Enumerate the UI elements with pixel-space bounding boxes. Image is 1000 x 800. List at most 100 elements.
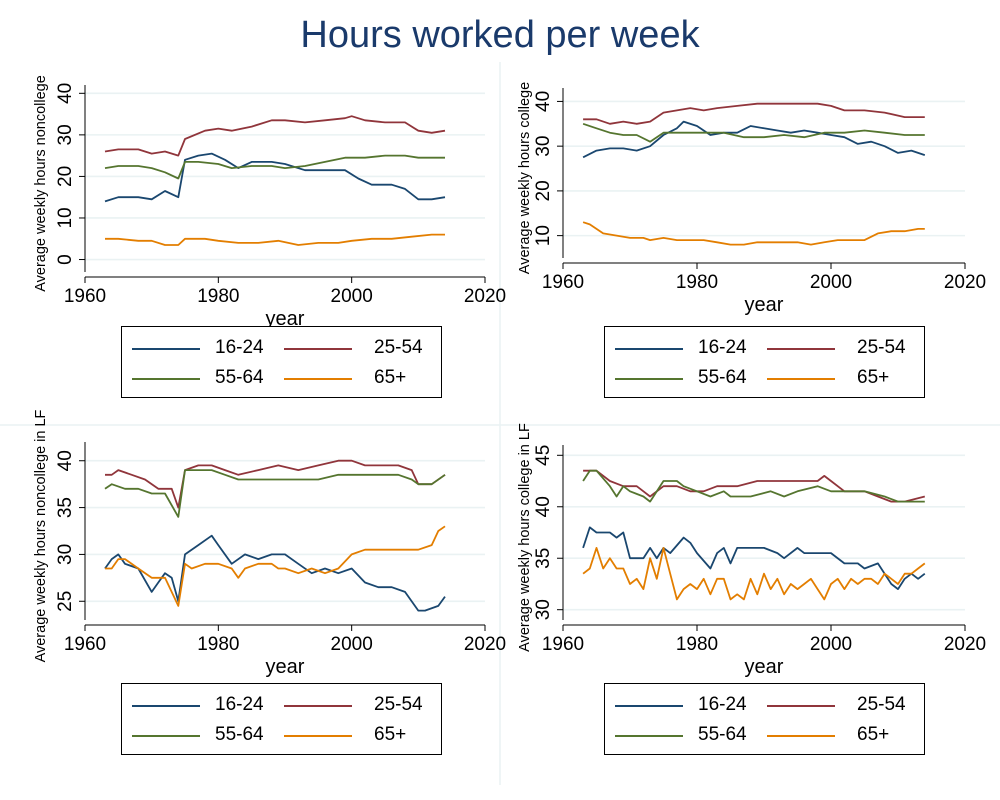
legend-item: 25-54 (284, 695, 434, 715)
legend-label: 65+ (857, 724, 890, 745)
series-line-25-54 (104, 115, 446, 157)
legend-label: 25-54 (857, 337, 906, 358)
legend-swatch (284, 378, 352, 380)
y-axis-label: Average weekly hours college (517, 82, 533, 274)
legend-item: 65+ (767, 725, 917, 745)
series-line-16-24 (104, 534, 446, 612)
series-line-65plus (105, 525, 446, 607)
legend-label: 55-64 (215, 367, 264, 388)
x-axis-label: year (745, 656, 784, 678)
legend-label: 16-24 (215, 694, 264, 715)
x-axis-label: year (266, 656, 305, 678)
legend-swatch (615, 348, 683, 350)
y-tick-label: 35 (533, 548, 554, 569)
legend-label: 55-64 (215, 724, 264, 745)
y-tick-label: 30 (533, 136, 554, 157)
y-tick-label: 40 (533, 91, 554, 112)
legend-swatch (132, 348, 200, 350)
y-tick-label: 35 (55, 497, 76, 518)
y-tick-label: 30 (533, 599, 554, 620)
x-tick-label: 2000 (810, 634, 852, 655)
legend: 16-24 25-54 55-64 65+ (121, 326, 442, 398)
legend: 16-24 25-54 55-64 65+ (121, 683, 442, 755)
legend-item: 55-64 (615, 725, 765, 745)
series-line-16-24 (104, 152, 446, 203)
y-tick-label: 40 (55, 83, 76, 104)
x-axis-label: year (745, 294, 784, 316)
legend-swatch (767, 378, 835, 380)
y-tick-label: 45 (533, 445, 554, 466)
legend-item: 55-64 (132, 368, 282, 388)
legend-label: 25-54 (374, 694, 423, 715)
legend-label: 16-24 (698, 694, 747, 715)
series-line-25-54 (105, 459, 446, 509)
legend-swatch (284, 348, 352, 350)
x-tick-label: 1980 (676, 272, 718, 293)
legend-label: 65+ (374, 724, 407, 745)
series-line-16-24 (582, 526, 926, 590)
legend-item: 25-54 (767, 695, 917, 715)
page-title: Hours worked per week (300, 14, 700, 56)
x-tick-label: 1960 (542, 272, 584, 293)
y-tick-label: 25 (55, 591, 76, 612)
series-line-55-64 (104, 469, 446, 518)
legend-label: 25-54 (374, 337, 423, 358)
x-tick-label: 2020 (944, 634, 986, 655)
legend-item: 16-24 (132, 338, 282, 358)
legend-label: 65+ (857, 367, 890, 388)
legend-swatch (132, 705, 200, 707)
x-tick-label: 2000 (331, 286, 373, 307)
legend-swatch (284, 735, 352, 737)
legend-swatch (615, 378, 683, 380)
series-line-16-24 (582, 120, 926, 159)
series-line-25-54 (583, 469, 926, 503)
legend: 16-24 25-54 55-64 65+ (604, 683, 925, 755)
y-tick-label: 20 (533, 180, 554, 201)
x-tick-label: 1960 (64, 286, 106, 307)
x-tick-label: 1960 (542, 634, 584, 655)
legend-item: 16-24 (615, 695, 765, 715)
series-line-25-54 (583, 102, 925, 125)
legend-item: 25-54 (284, 338, 434, 358)
series-line-65plus (582, 221, 925, 246)
legend-item: 16-24 (132, 695, 282, 715)
x-tick-label: 1980 (197, 634, 239, 655)
legend-item: 55-64 (615, 368, 765, 388)
x-tick-label: 2000 (810, 272, 852, 293)
legend-label: 55-64 (698, 724, 747, 745)
y-tick-label: 10 (533, 225, 554, 246)
legend-item: 25-54 (767, 338, 917, 358)
y-tick-label: 10 (55, 207, 76, 228)
legend-swatch (767, 705, 835, 707)
legend-label: 16-24 (215, 337, 264, 358)
legend-item: 65+ (767, 368, 917, 388)
legend: 16-24 25-54 55-64 65+ (604, 326, 925, 398)
x-tick-label: 2020 (944, 272, 986, 293)
legend-swatch (615, 735, 683, 737)
series-line-65plus (582, 547, 926, 601)
series-line-55-64 (104, 154, 445, 180)
legend-label: 16-24 (698, 337, 747, 358)
series-line-55-64 (582, 469, 925, 503)
y-tick-label: 0 (55, 254, 76, 265)
legend-item: 16-24 (615, 338, 765, 358)
y-tick-label: 30 (55, 544, 76, 565)
y-axis-label: Average weekly hours noncollege in LF (33, 409, 49, 662)
x-tick-label: 2020 (464, 286, 506, 307)
x-tick-label: 1980 (676, 634, 718, 655)
legend-item: 55-64 (132, 725, 282, 745)
legend-swatch (767, 348, 835, 350)
y-axis-label: Average weekly hours noncollege (33, 75, 49, 292)
legend-label: 25-54 (857, 694, 906, 715)
legend-label: 65+ (374, 367, 407, 388)
x-tick-label: 2020 (464, 634, 506, 655)
series-line-65plus (105, 233, 445, 246)
legend-item: 65+ (284, 725, 434, 745)
x-tick-label: 1960 (64, 634, 106, 655)
x-tick-label: 1980 (197, 286, 239, 307)
legend-label: 55-64 (698, 367, 747, 388)
